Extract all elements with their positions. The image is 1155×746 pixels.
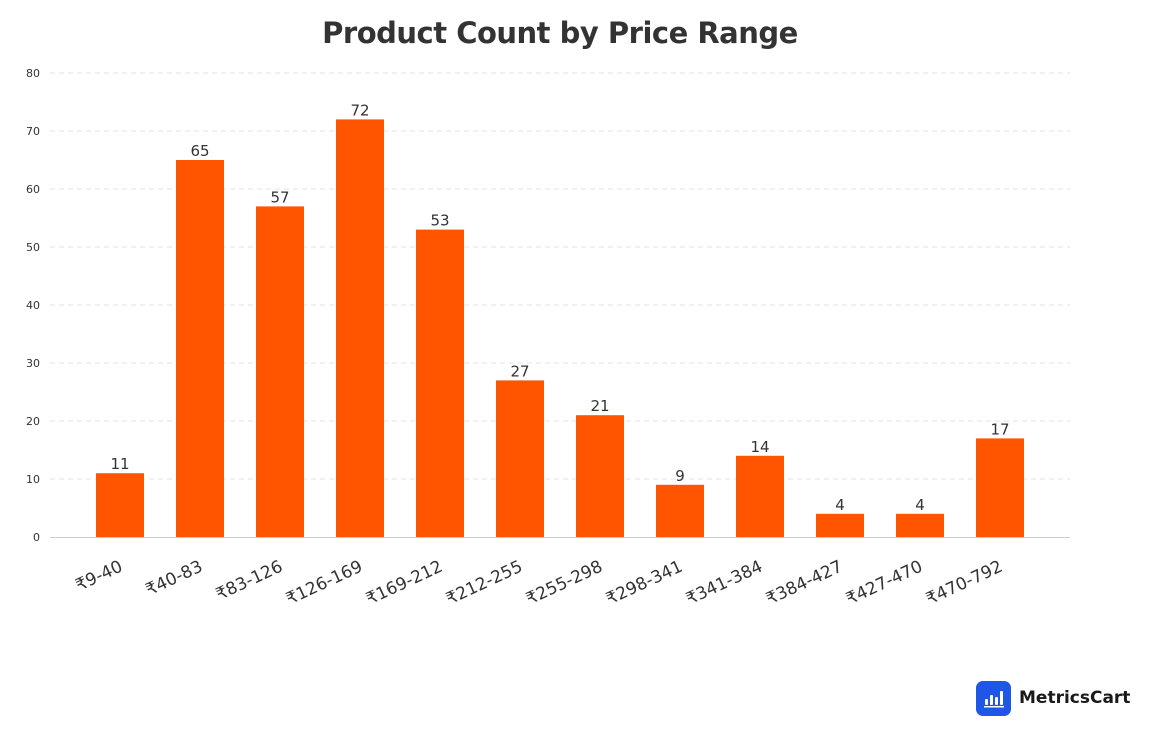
data-label: 72 [350,101,369,119]
x-tick-label: ₹384-427 [763,557,846,610]
x-tick-label: ₹212-255 [443,557,526,610]
data-label: 27 [510,362,529,380]
x-tick-label: ₹298-341 [603,557,686,610]
bar [576,415,624,537]
y-tick-label: 70 [26,125,40,138]
brand-logo: MetricsCart [976,680,1130,716]
bar [656,484,704,537]
bar [256,206,304,537]
x-tick-label: ₹427-470 [843,557,926,610]
x-tick-label: ₹126-169 [283,557,366,610]
y-tick-label: 80 [26,67,40,80]
bar-chart-logo-icon [976,680,1011,716]
x-tick-label: ₹341-384 [683,557,766,610]
x-axis-ticks: ₹9-40 ₹40-83 ₹83-126₹126-169₹169-212₹212-2… [73,557,1006,610]
x-tick-label: ₹83-126 [213,557,286,605]
x-tick-label: ₹255-298 [523,557,606,610]
bar [176,160,224,537]
y-tick-label: 0 [33,531,40,544]
y-tick-label: 50 [26,241,40,254]
bar [896,513,944,537]
data-label: 9 [675,467,685,485]
chart-title: Product Count by Price Range [322,16,798,50]
y-tick-label: 10 [26,473,40,486]
data-label: 14 [750,438,769,456]
data-labels: 11 65 57 72 53 27 21 9 14 4 4 17 [110,101,1009,513]
data-label: 4 [915,496,925,514]
y-tick-label: 40 [26,299,40,312]
y-tick-label: 20 [26,415,40,428]
brand-name: MetricsCart [1019,688,1131,708]
bar [96,473,144,537]
x-tick-label: ₹9-40 [73,557,126,596]
data-label: 65 [190,142,209,160]
data-label: 57 [270,188,289,206]
x-tick-label: ₹40-83 [143,557,206,601]
data-label: 21 [590,397,609,415]
data-label: 4 [835,496,845,514]
y-tick-label: 60 [26,183,40,196]
y-axis-ticks: 0 10 20 30 40 50 60 70 80 [26,67,40,544]
bar [496,380,544,537]
bar [336,119,384,538]
bar [976,438,1024,537]
gridlines [50,72,1070,480]
bar [416,229,464,537]
x-tick-label: ₹169-212 [363,557,446,610]
data-label: 17 [990,420,1009,438]
bars [96,119,1024,538]
data-label: 11 [110,455,129,473]
y-tick-label: 30 [26,357,40,370]
bar [816,513,864,537]
bar [736,455,784,537]
data-label: 53 [430,212,449,230]
x-tick-label: ₹470-792 [923,557,1006,610]
